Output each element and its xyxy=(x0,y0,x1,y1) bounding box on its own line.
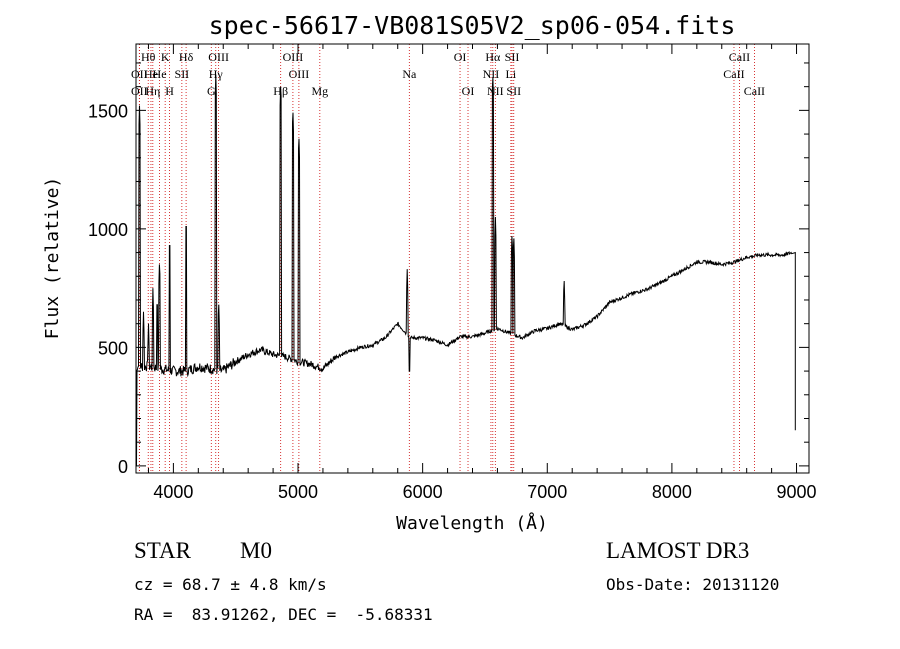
spectral-line-label: OI xyxy=(454,50,467,64)
x-axis-label: Wavelength (Å) xyxy=(396,512,548,534)
spectral-line-label: He xyxy=(153,67,167,81)
object-subclass: M0 xyxy=(240,538,272,563)
spectral-line-label: Hδ xyxy=(179,50,194,64)
y-tick-label: 1000 xyxy=(88,220,128,240)
spectral-line-label: Hθ xyxy=(141,50,156,64)
y-axis-label: Flux (relative) xyxy=(42,177,63,340)
x-tick-label: 7000 xyxy=(527,482,567,502)
spectral-line-label: He xyxy=(144,67,158,81)
spectral-line-label: G xyxy=(207,84,216,98)
plot-frame xyxy=(135,43,810,474)
x-tick-label: 9000 xyxy=(777,482,817,502)
x-tick-label: 8000 xyxy=(652,482,692,502)
spectral-line-label: OII xyxy=(131,67,148,81)
spectral-line-label: OIII xyxy=(208,50,229,64)
survey-name: LAMOST DR3 xyxy=(606,538,750,563)
spectral-line-label: Hγ xyxy=(209,67,224,81)
spectral-line-label: NII xyxy=(487,84,504,98)
spectral-line-label: Na xyxy=(402,67,417,81)
y-tick-label: 0 xyxy=(118,457,128,477)
spectral-line-label: OI xyxy=(462,84,475,98)
x-tick-label: 5000 xyxy=(278,482,318,502)
spectrum-series xyxy=(136,74,796,467)
spectral-line-label: K xyxy=(161,50,170,64)
spectral-line-label: SII xyxy=(175,67,190,81)
spectral-line-label: CaII xyxy=(729,50,750,64)
spectral-line-label: CaII xyxy=(723,67,744,81)
spectral-line-label: Hη xyxy=(145,84,160,98)
x-tick-label: 6000 xyxy=(403,482,443,502)
spectral-line-label: Mg xyxy=(311,84,328,98)
spectral-line-label: Hα xyxy=(485,50,501,64)
spectral-line-label: OII xyxy=(131,84,148,98)
chart-title: spec-56617-VB081S05V2_sp06-054.fits xyxy=(209,11,736,40)
spectral-line-label: OIII xyxy=(289,67,310,81)
obs-date-text: Obs-Date: 20131120 xyxy=(606,575,780,594)
y-tick-label: 1500 xyxy=(88,101,128,121)
spectral-line-markers xyxy=(138,44,755,473)
spectral-line-label: SII xyxy=(506,84,521,98)
y-tick-label: 500 xyxy=(98,338,128,358)
coordinates-text: RA = 83.91262, DEC = -5.68331 xyxy=(134,605,433,624)
spectral-line-label: OIII xyxy=(283,50,304,64)
spectral-line-label: H xyxy=(165,84,174,98)
spectral-line-label: Li xyxy=(506,67,517,81)
axis-ticks: 4000 5000 6000 7000 8000 9000 0 500 1000 1500 xyxy=(88,44,817,502)
spectral-line-label: SII xyxy=(505,50,520,64)
spectral-line-label: NII xyxy=(483,67,500,81)
redshift-text: cz = 68.7 ± 4.8 km/s xyxy=(134,575,327,594)
spectral-line-label: CaII xyxy=(744,84,765,98)
x-tick-label: 4000 xyxy=(153,482,193,502)
object-class: STAR xyxy=(134,538,191,563)
